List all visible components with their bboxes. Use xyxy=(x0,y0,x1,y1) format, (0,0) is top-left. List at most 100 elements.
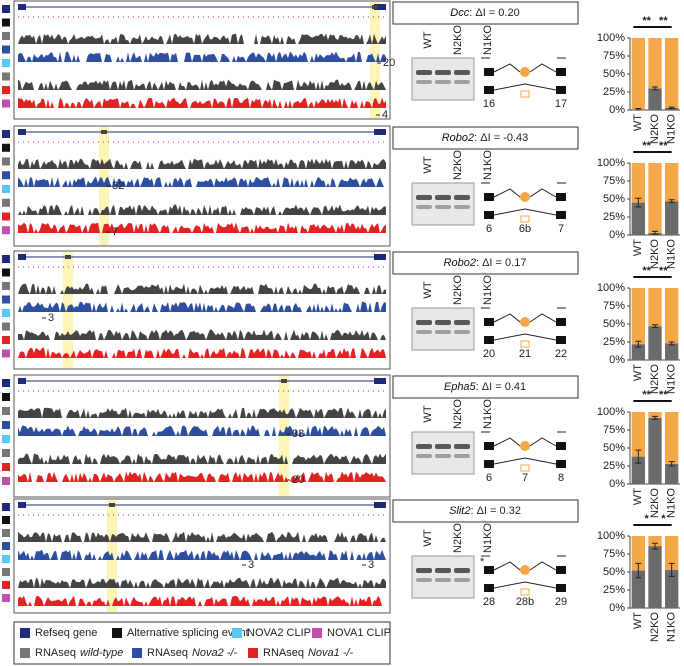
gel xyxy=(411,57,475,101)
exon-box xyxy=(484,211,494,219)
gel xyxy=(411,307,475,351)
lane-label: WT xyxy=(422,405,434,422)
gel-band xyxy=(454,568,470,573)
exon-box xyxy=(484,442,494,450)
bar-segment xyxy=(648,412,662,418)
coverage-track xyxy=(18,595,386,606)
legend-swatch xyxy=(312,628,322,638)
significance: ** xyxy=(642,389,651,401)
significance: * xyxy=(661,513,666,525)
gel-band xyxy=(454,444,470,449)
track-key xyxy=(2,171,10,180)
x-tick-label: N1KO xyxy=(666,488,678,518)
exon-box xyxy=(484,584,494,592)
track-key xyxy=(2,581,10,589)
legend-swatch xyxy=(232,628,242,638)
exon-box xyxy=(484,86,494,94)
coverage-track xyxy=(18,51,386,62)
coverage-track xyxy=(18,453,386,464)
bar-segment xyxy=(648,163,662,233)
y-tick-label: 0% xyxy=(609,478,625,490)
legend-label: RNAseq Nova1 -/- xyxy=(263,647,354,659)
exon xyxy=(18,4,26,10)
error-bar xyxy=(635,108,642,111)
error-bar xyxy=(635,197,642,208)
y-tick-label: 100% xyxy=(597,32,625,44)
intron xyxy=(493,208,557,216)
exon-box xyxy=(484,193,494,201)
legend-label: RNAseq wild-type xyxy=(35,647,123,659)
intron xyxy=(493,561,557,571)
y-tick-label: 0% xyxy=(609,104,625,116)
gel-band xyxy=(416,70,432,75)
track-key xyxy=(2,503,10,511)
skipped-exon xyxy=(520,90,530,98)
legend-text: wild-type xyxy=(80,647,123,659)
gel-band xyxy=(454,578,470,582)
legend-swatch xyxy=(20,648,30,658)
track-key xyxy=(2,86,10,94)
y-tick-label: 75% xyxy=(603,50,625,62)
error-bar xyxy=(635,340,642,348)
gel-band xyxy=(416,568,432,573)
coverage-track xyxy=(18,283,386,294)
legend-text: NOVA2 CLIP xyxy=(247,627,311,639)
track-key xyxy=(2,255,10,263)
gel-band xyxy=(416,205,432,209)
bar-segment xyxy=(648,88,662,110)
legend-swatch xyxy=(20,628,30,638)
bar-segment xyxy=(631,38,645,110)
event-title: Dcc: ΔI = 0.20 xyxy=(450,7,519,19)
track-key xyxy=(2,295,10,304)
exon-number: 6 xyxy=(486,472,492,484)
lane-label: WT xyxy=(422,31,434,48)
gel-band xyxy=(416,195,432,200)
alt-exon xyxy=(520,565,530,575)
bar-segment xyxy=(648,38,662,89)
track-key xyxy=(2,268,10,277)
exon-number: 6 xyxy=(486,223,492,235)
bar-segment xyxy=(631,456,645,484)
y-tick-label: 0% xyxy=(609,602,625,614)
y-tick-label: 0% xyxy=(609,229,625,241)
track-key xyxy=(2,59,10,67)
title-box xyxy=(392,499,579,523)
coverage-track xyxy=(18,79,386,90)
gel-band xyxy=(454,330,470,334)
gel-band xyxy=(435,320,451,325)
title-box xyxy=(392,126,579,150)
event-title: Robo2: ΔI = -0.43 xyxy=(442,132,529,144)
track-key xyxy=(2,130,10,138)
exon-box xyxy=(556,442,566,450)
track-key xyxy=(2,594,10,602)
track-key xyxy=(2,568,10,576)
track-key xyxy=(2,185,10,193)
track-key xyxy=(2,322,10,331)
track-label: 3 xyxy=(48,312,54,324)
track-key xyxy=(2,18,10,27)
exon-box xyxy=(556,318,566,326)
error-bar xyxy=(668,106,675,110)
title-box xyxy=(392,251,579,275)
y-tick-label: 50% xyxy=(603,318,625,330)
gel-band xyxy=(435,454,451,458)
gel-band xyxy=(435,70,451,75)
gel-band xyxy=(454,454,470,458)
track-key xyxy=(2,336,10,344)
exon-box xyxy=(556,336,566,344)
bar-segment xyxy=(631,570,645,608)
exon xyxy=(372,5,378,9)
error-bar xyxy=(652,230,658,235)
x-tick-label: WT xyxy=(632,114,644,131)
gel-band xyxy=(416,444,432,449)
exon-box xyxy=(556,584,566,592)
gel-band xyxy=(416,454,432,458)
x-tick-label: N1KO xyxy=(666,612,678,642)
x-tick-label: N2KO xyxy=(649,239,661,269)
x-tick-label: N1KO xyxy=(666,364,678,394)
track-label: 32 xyxy=(112,180,124,192)
track-key xyxy=(2,282,10,290)
exon-box xyxy=(484,336,494,344)
legend-label: RNAseq Nova2 -/- xyxy=(147,647,238,659)
track-key xyxy=(2,32,10,40)
